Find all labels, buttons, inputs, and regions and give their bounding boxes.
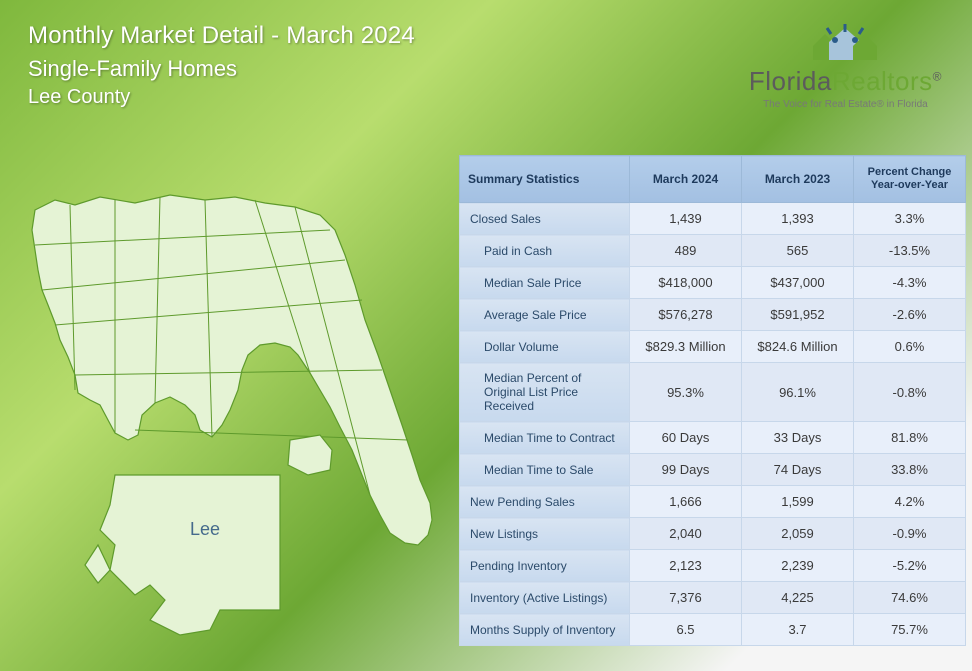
table-row: Median Time to Contract60 Days33 Days81.… bbox=[460, 422, 966, 454]
report-title: Monthly Market Detail - March 2024 bbox=[28, 22, 415, 50]
brand-left: Florida bbox=[749, 66, 832, 96]
row-current: $576,278 bbox=[630, 299, 742, 331]
table-row: Median Time to Sale99 Days74 Days33.8% bbox=[460, 454, 966, 486]
col-prev-header: March 2023 bbox=[742, 156, 854, 203]
row-prev: $591,952 bbox=[742, 299, 854, 331]
row-label: New Listings bbox=[460, 518, 630, 550]
row-change: -4.3% bbox=[854, 267, 966, 299]
row-prev: 1,599 bbox=[742, 486, 854, 518]
table-row: Median Percent of Original List Price Re… bbox=[460, 363, 966, 422]
row-change: -5.2% bbox=[854, 550, 966, 582]
brand-right: Realtors bbox=[832, 66, 933, 96]
row-current: 2,040 bbox=[630, 518, 742, 550]
row-label: Dollar Volume bbox=[460, 331, 630, 363]
row-change: 33.8% bbox=[854, 454, 966, 486]
row-current: $829.3 Million bbox=[630, 331, 742, 363]
row-current: 7,376 bbox=[630, 582, 742, 614]
row-current: 95.3% bbox=[630, 363, 742, 422]
row-prev: 96.1% bbox=[742, 363, 854, 422]
row-change: 4.2% bbox=[854, 486, 966, 518]
row-prev: $824.6 Million bbox=[742, 331, 854, 363]
row-change: -2.6% bbox=[854, 299, 966, 331]
row-change: -13.5% bbox=[854, 235, 966, 267]
row-change: -0.9% bbox=[854, 518, 966, 550]
row-prev: 2,239 bbox=[742, 550, 854, 582]
table-header-row: Summary Statistics March 2024 March 2023… bbox=[460, 156, 966, 203]
row-current: 6.5 bbox=[630, 614, 742, 646]
row-change: 0.6% bbox=[854, 331, 966, 363]
brand-reg-icon: ® bbox=[933, 69, 942, 83]
row-current: 60 Days bbox=[630, 422, 742, 454]
report-region: Lee County bbox=[28, 86, 415, 109]
row-current: 2,123 bbox=[630, 550, 742, 582]
row-prev: $437,000 bbox=[742, 267, 854, 299]
row-prev: 3.7 bbox=[742, 614, 854, 646]
row-current: 1,666 bbox=[630, 486, 742, 518]
summary-stats-table: Summary Statistics March 2024 March 2023… bbox=[459, 155, 966, 646]
col-change-header: Percent Change Year-over-Year bbox=[854, 156, 966, 203]
row-change: 75.7% bbox=[854, 614, 966, 646]
row-prev: 74 Days bbox=[742, 454, 854, 486]
table-row: Dollar Volume$829.3 Million$824.6 Millio… bbox=[460, 331, 966, 363]
table-row: Average Sale Price$576,278$591,952-2.6% bbox=[460, 299, 966, 331]
row-change: 3.3% bbox=[854, 203, 966, 235]
row-change: 74.6% bbox=[854, 582, 966, 614]
florida-map-icon: Lee bbox=[20, 175, 460, 655]
report-header: Monthly Market Detail - March 2024 Singl… bbox=[28, 22, 415, 109]
brand-name: FloridaRealtors® bbox=[749, 66, 942, 97]
row-label: Inventory (Active Listings) bbox=[460, 582, 630, 614]
report-subtitle: Single-Family Homes bbox=[28, 56, 415, 82]
row-change: -0.8% bbox=[854, 363, 966, 422]
row-change: 81.8% bbox=[854, 422, 966, 454]
row-current: 489 bbox=[630, 235, 742, 267]
row-current: $418,000 bbox=[630, 267, 742, 299]
state-map: Lee bbox=[20, 175, 460, 660]
lee-county-inset bbox=[85, 475, 280, 635]
row-prev: 33 Days bbox=[742, 422, 854, 454]
logo-houses-icon bbox=[749, 20, 942, 64]
table-row: Inventory (Active Listings)7,3764,22574.… bbox=[460, 582, 966, 614]
row-label: Average Sale Price bbox=[460, 299, 630, 331]
row-prev: 4,225 bbox=[742, 582, 854, 614]
row-label: Median Time to Sale bbox=[460, 454, 630, 486]
inset-label-text: Lee bbox=[190, 519, 220, 539]
row-prev: 2,059 bbox=[742, 518, 854, 550]
row-current: 99 Days bbox=[630, 454, 742, 486]
row-label: Closed Sales bbox=[460, 203, 630, 235]
col-stat-header: Summary Statistics bbox=[460, 156, 630, 203]
table-row: Pending Inventory2,1232,239-5.2% bbox=[460, 550, 966, 582]
table-row: Months Supply of Inventory6.53.775.7% bbox=[460, 614, 966, 646]
row-current: 1,439 bbox=[630, 203, 742, 235]
row-prev: 565 bbox=[742, 235, 854, 267]
table-row: Median Sale Price$418,000$437,000-4.3% bbox=[460, 267, 966, 299]
table-row: Closed Sales1,4391,3933.3% bbox=[460, 203, 966, 235]
row-label: Pending Inventory bbox=[460, 550, 630, 582]
row-label: Months Supply of Inventory bbox=[460, 614, 630, 646]
row-prev: 1,393 bbox=[742, 203, 854, 235]
row-label: Median Percent of Original List Price Re… bbox=[460, 363, 630, 422]
table-row: Paid in Cash489565-13.5% bbox=[460, 235, 966, 267]
col-current-header: March 2024 bbox=[630, 156, 742, 203]
row-label: Median Time to Contract bbox=[460, 422, 630, 454]
table-row: New Listings2,0402,059-0.9% bbox=[460, 518, 966, 550]
row-label: Median Sale Price bbox=[460, 267, 630, 299]
brand-logo: FloridaRealtors® The Voice for Real Esta… bbox=[749, 20, 942, 110]
row-label: Paid in Cash bbox=[460, 235, 630, 267]
brand-tagline: The Voice for Real Estate® in Florida bbox=[749, 99, 942, 110]
row-label: New Pending Sales bbox=[460, 486, 630, 518]
table-row: New Pending Sales1,6661,5994.2% bbox=[460, 486, 966, 518]
